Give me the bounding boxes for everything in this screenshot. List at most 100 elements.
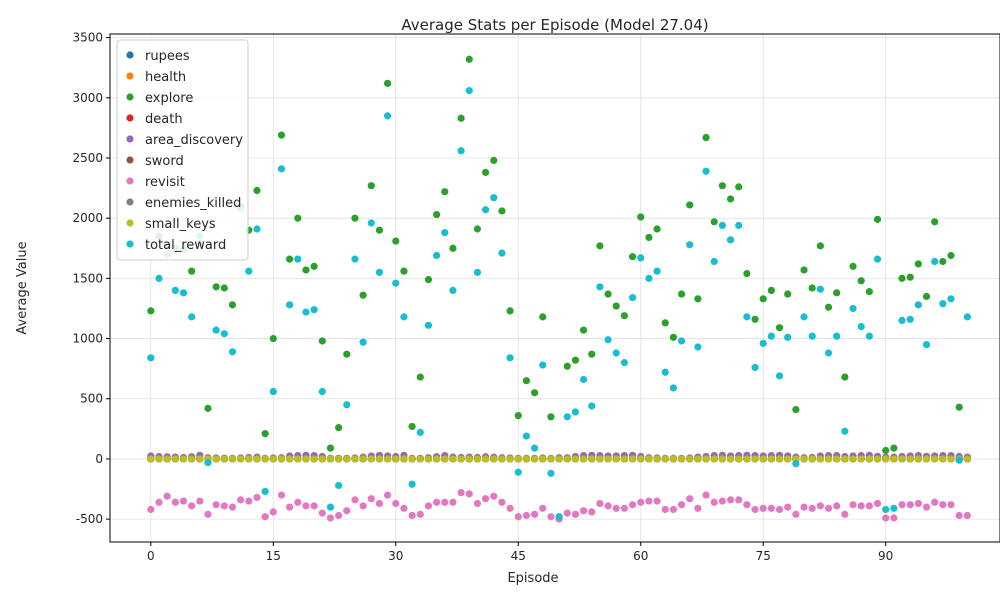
data-point xyxy=(318,455,326,463)
data-point xyxy=(522,432,531,440)
x-axis-label: Episode xyxy=(507,571,558,586)
legend-label: explore xyxy=(145,91,193,106)
data-point xyxy=(865,332,873,340)
data-point xyxy=(335,424,343,432)
data-point xyxy=(677,290,686,298)
data-point xyxy=(882,455,890,463)
data-point xyxy=(188,313,196,321)
legend-label: area_discovery xyxy=(145,133,243,148)
data-point xyxy=(816,242,824,250)
data-point xyxy=(294,214,302,222)
series-revisit xyxy=(147,489,971,523)
data-point xyxy=(661,319,669,327)
data-point xyxy=(947,455,955,463)
data-point xyxy=(441,229,449,237)
x-tick-label: 60 xyxy=(633,549,648,563)
data-point xyxy=(530,444,539,452)
data-point xyxy=(931,218,939,226)
data-point xyxy=(400,313,408,321)
data-point xyxy=(669,333,677,341)
data-point xyxy=(718,455,726,463)
data-point xyxy=(857,455,865,463)
data-point xyxy=(710,455,718,463)
data-point xyxy=(228,503,237,511)
data-point xyxy=(563,413,571,421)
data-point xyxy=(718,182,726,190)
data-point xyxy=(237,455,245,463)
data-point xyxy=(310,262,318,270)
data-point xyxy=(922,340,931,349)
data-point xyxy=(318,509,326,517)
data-point xyxy=(367,182,375,190)
legend-label: death xyxy=(145,112,183,127)
data-point xyxy=(751,455,759,463)
data-point xyxy=(579,455,588,463)
data-point xyxy=(457,455,465,463)
data-point xyxy=(833,502,841,510)
data-point xyxy=(963,511,971,520)
data-point xyxy=(261,513,269,521)
data-point xyxy=(294,255,302,263)
data-point xyxy=(620,359,629,367)
data-point xyxy=(612,504,620,512)
data-point xyxy=(318,337,326,345)
data-point xyxy=(326,514,335,522)
data-point xyxy=(890,514,898,522)
data-point xyxy=(286,503,294,511)
legend-label: rupees xyxy=(145,49,190,64)
data-point xyxy=(277,491,286,499)
data-point xyxy=(465,86,473,95)
data-point xyxy=(465,490,473,498)
data-point xyxy=(833,455,841,463)
data-point xyxy=(751,505,759,514)
legend-marker xyxy=(126,72,134,80)
data-point xyxy=(735,455,743,463)
data-point xyxy=(808,332,816,340)
data-point xyxy=(726,455,735,463)
data-point xyxy=(628,294,637,302)
data-point xyxy=(661,505,669,514)
data-point xyxy=(596,242,604,250)
legend-marker xyxy=(126,198,134,206)
data-point xyxy=(302,308,310,316)
data-point xyxy=(375,455,384,463)
data-point xyxy=(530,510,539,518)
data-point xyxy=(775,324,784,332)
data-point xyxy=(424,502,433,510)
data-point xyxy=(547,455,555,463)
data-point xyxy=(375,226,384,234)
grid xyxy=(110,34,1000,542)
data-point xyxy=(506,354,514,362)
data-point xyxy=(759,504,767,512)
data-point xyxy=(669,384,677,392)
data-point xyxy=(310,306,318,314)
data-point xyxy=(767,286,775,295)
data-point xyxy=(367,455,375,463)
data-point xyxy=(759,455,767,463)
y-axis-label: Average Value xyxy=(15,241,30,334)
data-point xyxy=(147,505,155,514)
legend-label: small_keys xyxy=(145,217,216,232)
data-point xyxy=(400,504,408,512)
data-point xyxy=(335,455,343,463)
data-point xyxy=(898,501,906,509)
data-point xyxy=(302,455,310,463)
data-point xyxy=(939,300,947,308)
data-point xyxy=(726,195,735,203)
x-tick-label: 15 xyxy=(266,549,281,563)
data-point xyxy=(522,377,531,385)
data-point xyxy=(669,455,677,463)
data-point xyxy=(922,455,931,463)
data-point xyxy=(653,455,661,463)
data-point xyxy=(898,274,906,282)
data-point xyxy=(294,498,302,506)
data-point xyxy=(661,368,669,376)
data-point xyxy=(653,497,661,505)
data-point xyxy=(677,501,686,509)
data-point xyxy=(628,455,637,463)
data-point xyxy=(873,455,882,463)
data-point xyxy=(433,455,441,463)
data-point xyxy=(416,428,424,437)
data-point xyxy=(922,292,931,301)
